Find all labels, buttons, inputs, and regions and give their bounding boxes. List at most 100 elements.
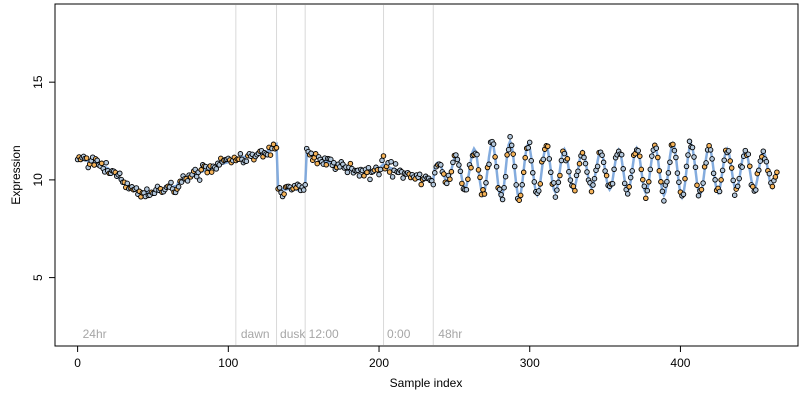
data-point <box>689 144 696 151</box>
data-point <box>551 180 557 186</box>
data-point <box>492 154 498 160</box>
data-point <box>692 164 699 170</box>
data-point <box>760 148 767 154</box>
data-point <box>367 176 373 183</box>
data-point <box>599 152 605 158</box>
data-point <box>432 170 438 176</box>
data-point <box>753 187 759 193</box>
series-lines <box>77 137 775 202</box>
data-point <box>486 161 492 168</box>
data-point <box>710 170 717 177</box>
data-point <box>328 156 334 163</box>
data-point <box>712 177 718 183</box>
data-point <box>659 188 666 195</box>
data-point <box>629 168 635 174</box>
data-point <box>621 180 628 187</box>
data-point <box>691 154 697 160</box>
data-point <box>386 169 393 175</box>
data-point <box>703 160 709 166</box>
data-point <box>511 163 518 170</box>
data-point <box>683 163 690 170</box>
x-tick-label-3: 300 <box>520 356 540 370</box>
data-point <box>769 183 776 190</box>
data-point <box>718 177 724 183</box>
data-point <box>649 153 655 159</box>
data-point <box>454 156 461 163</box>
data-point <box>747 163 753 169</box>
data-point <box>557 172 563 179</box>
data-point <box>468 164 474 171</box>
data-point <box>456 162 462 168</box>
data-point <box>513 182 519 188</box>
y-axis: 5 10 15 <box>31 75 55 281</box>
data-point <box>637 153 643 159</box>
y-tick-label-2: 15 <box>31 75 45 89</box>
data-point <box>453 152 459 158</box>
data-point <box>603 172 610 179</box>
data-point <box>377 166 384 173</box>
data-point <box>450 159 456 166</box>
data-point <box>736 175 742 182</box>
data-point <box>584 169 590 175</box>
data-point <box>656 168 663 174</box>
data-point <box>686 138 693 145</box>
data-point <box>530 170 536 176</box>
data-point <box>579 150 586 156</box>
data-point <box>725 148 732 154</box>
data-point <box>418 181 424 188</box>
data-point <box>641 183 648 189</box>
data-point <box>602 168 608 174</box>
phase-label-1: dawn <box>241 327 270 341</box>
data-point <box>243 158 250 164</box>
data-point <box>731 192 738 198</box>
data-point <box>624 191 631 197</box>
phase-label-0: 24hr <box>83 327 107 341</box>
data-point <box>457 168 464 175</box>
data-point <box>591 175 598 182</box>
data-point <box>519 182 525 188</box>
phase-label-4: 0:00 <box>387 327 411 341</box>
data-point <box>609 180 616 187</box>
data-point <box>400 175 406 181</box>
data-point <box>566 168 572 175</box>
data-point <box>525 145 531 151</box>
data-point <box>600 159 607 166</box>
data-point <box>561 150 568 157</box>
data-point <box>546 156 553 162</box>
data-point <box>379 157 385 164</box>
data-point <box>540 156 547 163</box>
data-point <box>576 160 583 167</box>
data-point <box>590 182 596 188</box>
data-point <box>308 150 314 157</box>
data-point <box>213 166 220 172</box>
data-point <box>564 156 571 162</box>
data-point <box>520 169 527 176</box>
data-point <box>496 186 503 193</box>
data-point <box>575 168 581 174</box>
data-point <box>331 159 337 166</box>
x-tick-label-0: 0 <box>74 356 81 370</box>
data-point <box>646 179 652 185</box>
data-point <box>208 169 215 175</box>
data-point <box>522 154 528 161</box>
data-point <box>627 174 634 181</box>
data-point <box>536 188 542 194</box>
phase-label-5: 48hr <box>438 327 462 341</box>
data-point <box>618 151 625 158</box>
data-point <box>581 154 587 161</box>
data-point <box>756 167 762 174</box>
x-tick-label-4: 400 <box>670 356 690 370</box>
data-point <box>676 179 682 185</box>
data-point <box>300 187 307 193</box>
data-point <box>444 180 450 187</box>
data-point <box>441 171 447 177</box>
data-point <box>477 174 483 181</box>
data-point <box>267 152 274 158</box>
data-point <box>558 157 565 164</box>
data-point <box>178 179 185 185</box>
data-point <box>510 151 516 157</box>
data-point <box>483 180 489 186</box>
data-point <box>448 168 455 175</box>
data-point <box>465 176 471 182</box>
